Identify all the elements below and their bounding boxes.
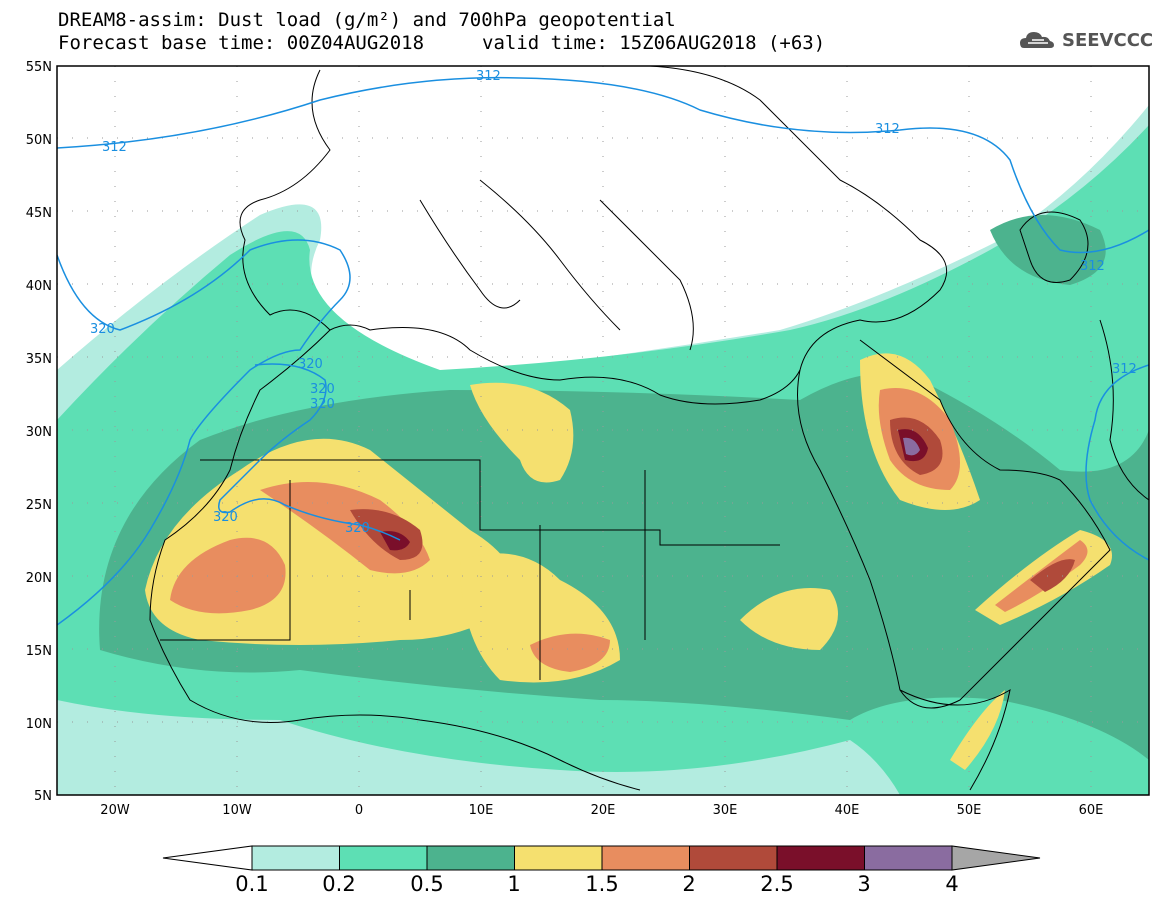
contour-label: 320 [298, 357, 323, 372]
geopotential-contours [57, 76, 1149, 626]
contour-label: 320 [90, 322, 115, 337]
colorbar-label: 1.5 [585, 872, 619, 896]
lat-label: 55N [26, 60, 52, 75]
contour-label: 320 [213, 510, 238, 525]
colorbar-label: 2 [682, 872, 696, 896]
colorbar-cell [251, 845, 340, 871]
dust-level-1.5-mali [530, 633, 610, 672]
map-frame [56, 65, 1150, 796]
colorbar-label: 2.5 [760, 872, 794, 896]
lat-label: 5N [34, 789, 52, 804]
lat-label: 25N [26, 498, 52, 513]
valid-time: valid time: 15Z06AUG2018 (+63) [482, 32, 826, 54]
colorbar-high-arrow [951, 845, 1041, 871]
dust-level-1-libya [470, 382, 574, 483]
dust-level-3-arabia [903, 437, 920, 456]
contour-label: 320 [310, 382, 335, 397]
lat-label: 30N [26, 425, 52, 440]
logo-text: SEEVCCC [1062, 30, 1154, 51]
lon-label: 20E [591, 803, 616, 818]
dust-level-2.5-west [380, 531, 410, 551]
contour-label: 320 [310, 397, 335, 412]
dust-level-2-oman [1030, 559, 1075, 592]
lat-label: 35N [26, 352, 52, 367]
colorbar-label: 0.1 [235, 872, 269, 896]
contour-label: 312 [1112, 362, 1137, 377]
colorbar-cell [689, 845, 778, 871]
lon-label: 60E [1079, 803, 1104, 818]
contour-label: 312 [476, 69, 501, 84]
contour-label: 312 [875, 122, 900, 137]
colorbar-cell [776, 845, 865, 871]
colorbar-label: 4 [945, 872, 959, 896]
lon-label: 40E [835, 803, 860, 818]
lat-label: 20N [26, 571, 52, 586]
longitude-labels: 20W 10W 0 10E 20E 30E 40E 50E 60E [100, 803, 1103, 818]
lon-label: 0 [355, 803, 363, 818]
map-title: DREAM8-assim: Dust load (g/m²) and 700hP… [58, 9, 676, 31]
lon-label: 10W [222, 803, 252, 818]
contour-label: 312 [1080, 259, 1105, 274]
colorbar-low-arrow [162, 845, 253, 871]
contour-label: 312 [102, 140, 127, 155]
colorbar-cell [864, 845, 953, 871]
dust-level-1-somalia [950, 690, 1005, 770]
colorbar [162, 845, 1041, 871]
colorbar-label: 3 [857, 872, 871, 896]
colorbar-label: 0.5 [410, 872, 444, 896]
colorbar-cell [339, 845, 428, 871]
lat-label: 10N [26, 717, 52, 732]
contour-label: 320 [345, 521, 370, 536]
latitude-labels: 55N 50N 45N 40N 35N 30N 25N 20N 15N 10N … [26, 60, 52, 804]
lat-label: 15N [26, 644, 52, 659]
colorbar-label: 1 [507, 872, 521, 896]
coastlines [149, 66, 1149, 791]
lon-label: 20W [100, 803, 130, 818]
colorbar-cell [514, 845, 603, 871]
colorbar-cell [426, 845, 515, 871]
cloud-logo-icon [1020, 32, 1054, 48]
contour-labels: 312 312 312 312 312 320 320 320 320 320 … [90, 69, 1137, 536]
dust-level-0.5-caspian [990, 215, 1106, 285]
lat-label: 45N [26, 206, 52, 221]
lon-label: 10E [469, 803, 494, 818]
colorbar-cell [601, 845, 690, 871]
dust-level-1-sudan [740, 588, 838, 650]
lon-label: 30E [713, 803, 738, 818]
lat-label: 40N [26, 279, 52, 294]
lat-label: 50N [26, 133, 52, 148]
lon-label: 50E [957, 803, 982, 818]
forecast-base-time: Forecast base time: 00Z04AUG2018 [58, 32, 425, 54]
colorbar-label: 0.2 [322, 872, 356, 896]
